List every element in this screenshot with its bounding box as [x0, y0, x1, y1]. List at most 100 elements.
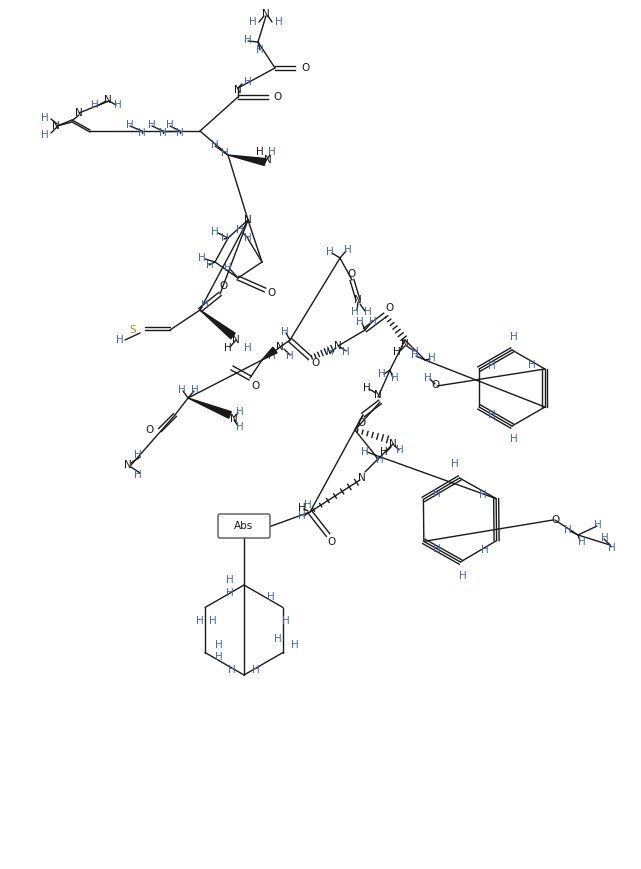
Text: N: N	[124, 460, 132, 470]
Text: H: H	[228, 665, 236, 675]
Text: H: H	[391, 373, 399, 383]
Text: O: O	[358, 418, 366, 428]
Text: H: H	[356, 317, 364, 327]
Text: H: H	[41, 130, 49, 140]
Text: H: H	[479, 489, 487, 500]
Text: N: N	[244, 215, 252, 225]
Text: H: H	[211, 227, 219, 237]
Text: O: O	[251, 381, 259, 391]
Text: H: H	[148, 120, 156, 130]
Text: N: N	[334, 341, 342, 351]
Text: Abs: Abs	[235, 521, 254, 531]
Polygon shape	[188, 398, 231, 418]
FancyBboxPatch shape	[218, 514, 270, 538]
Text: H: H	[510, 332, 518, 342]
Text: H: H	[481, 545, 488, 554]
Text: H: H	[351, 307, 359, 317]
Text: O: O	[551, 515, 559, 525]
Text: N: N	[234, 85, 242, 95]
Text: H: H	[201, 300, 209, 310]
Text: H: H	[298, 511, 306, 521]
Text: N: N	[262, 9, 270, 19]
Text: H: H	[244, 35, 252, 45]
Text: H: H	[326, 347, 334, 357]
Polygon shape	[200, 310, 235, 339]
Text: N: N	[374, 390, 382, 400]
Text: H: H	[411, 347, 419, 357]
Text: H: H	[286, 351, 294, 361]
Text: H: H	[41, 113, 49, 123]
Text: H: H	[396, 445, 404, 455]
Text: H: H	[178, 385, 186, 395]
Text: H: H	[236, 422, 244, 432]
Text: H: H	[282, 616, 290, 627]
Text: H: H	[159, 128, 167, 138]
Text: H: H	[281, 327, 289, 337]
Text: H: H	[91, 100, 99, 110]
Text: O: O	[301, 63, 309, 73]
Polygon shape	[262, 348, 277, 360]
Text: H: H	[252, 665, 260, 675]
Text: H: H	[298, 503, 306, 513]
Polygon shape	[228, 155, 265, 165]
Text: H: H	[224, 263, 232, 273]
Text: H: H	[236, 225, 244, 235]
Text: H: H	[116, 335, 124, 345]
Text: H: H	[451, 459, 458, 469]
Text: H: H	[510, 434, 518, 444]
Text: N: N	[354, 295, 362, 305]
Text: H: H	[249, 17, 257, 27]
Text: H: H	[369, 317, 377, 327]
Text: H: H	[114, 100, 122, 110]
Text: H: H	[126, 120, 134, 130]
Text: N: N	[401, 339, 409, 349]
Text: H: H	[166, 120, 174, 130]
Text: H: H	[488, 410, 496, 420]
Text: O: O	[311, 358, 319, 368]
Text: H: H	[433, 489, 440, 500]
Text: H: H	[268, 147, 276, 157]
Text: H: H	[236, 407, 244, 417]
Text: H: H	[458, 571, 466, 581]
Text: H: H	[601, 533, 609, 543]
Text: H: H	[215, 653, 223, 662]
Text: H: H	[528, 360, 536, 370]
Text: H: H	[433, 544, 441, 554]
Text: H: H	[424, 373, 432, 383]
Text: O: O	[220, 281, 228, 291]
Text: H: H	[291, 640, 299, 649]
Text: H: H	[226, 588, 234, 598]
Text: H: H	[268, 351, 276, 361]
Text: H: H	[378, 369, 386, 379]
Text: N: N	[358, 473, 366, 483]
Text: N: N	[276, 342, 284, 352]
Text: N: N	[389, 439, 397, 449]
Text: H: H	[226, 575, 234, 585]
Text: H: H	[244, 233, 252, 243]
Text: H: H	[304, 500, 312, 510]
Text: H: H	[594, 520, 602, 530]
Text: N: N	[52, 121, 60, 131]
Text: H: H	[221, 233, 229, 243]
Text: H: H	[267, 593, 275, 602]
Text: O: O	[386, 303, 394, 313]
Text: H: H	[256, 45, 264, 55]
Text: H: H	[176, 128, 184, 138]
Text: H: H	[196, 616, 204, 627]
Text: H: H	[393, 347, 401, 357]
Text: H: H	[428, 353, 436, 363]
Text: H: H	[344, 245, 352, 255]
Text: H: H	[363, 383, 371, 393]
Text: H: H	[564, 525, 572, 535]
Text: H: H	[244, 343, 252, 353]
Text: O: O	[268, 288, 276, 298]
Text: O: O	[431, 380, 439, 390]
Text: N: N	[230, 414, 238, 424]
Text: O: O	[328, 537, 336, 547]
Text: H: H	[134, 450, 142, 460]
Text: H: H	[376, 455, 384, 465]
Text: H: H	[244, 77, 252, 87]
Text: H: H	[134, 470, 142, 480]
Text: H: H	[198, 253, 206, 263]
Text: H: H	[342, 347, 350, 357]
